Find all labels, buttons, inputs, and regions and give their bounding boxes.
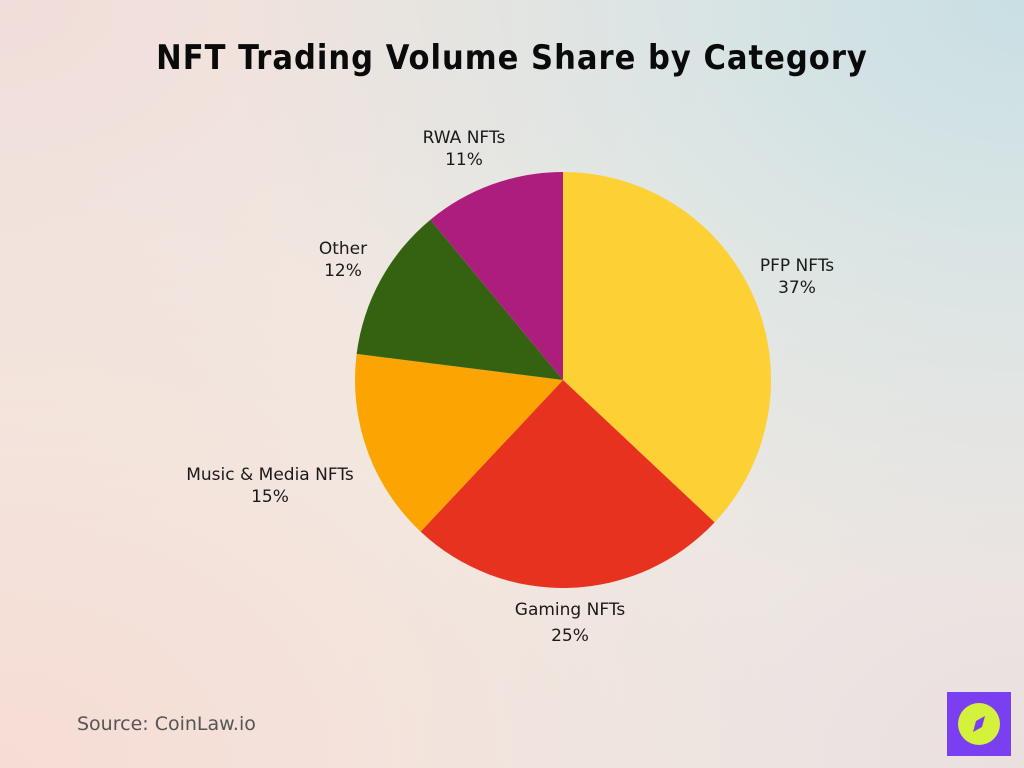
chart-title: NFT Trading Volume Share by Category	[156, 38, 868, 78]
label-other: Other 12%	[318, 239, 368, 281]
pie-slice-other	[356, 219, 563, 380]
label-rwa: RWA NFTs 11%	[422, 128, 506, 170]
brand-logo[interactable]	[947, 692, 1011, 756]
label-gaming: Gaming NFTs 25%	[514, 600, 626, 646]
pie-slice-gaming-nfts	[420, 380, 715, 588]
label-pfp: PFP NFTs 37%	[759, 256, 835, 298]
pie-slice-music-media-nfts	[355, 353, 563, 532]
compass-icon	[958, 703, 1000, 745]
pie-slice-rwa-nfts	[430, 172, 563, 380]
source-note: Source: CoinLaw.io	[77, 713, 256, 735]
pie-slice-pfp-nfts	[563, 172, 771, 523]
label-music-media: Music & Media NFTs 15%	[186, 465, 354, 507]
